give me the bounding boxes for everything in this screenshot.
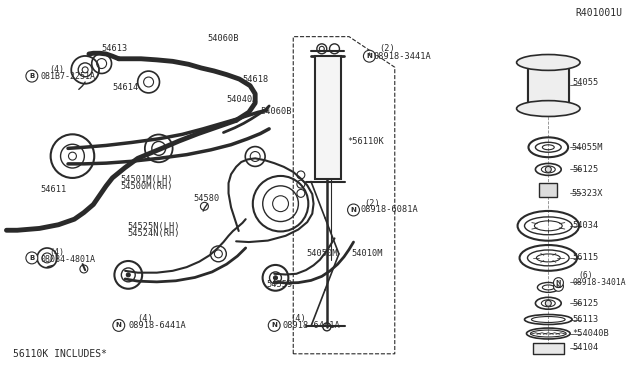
Circle shape [545, 166, 551, 172]
Text: (2): (2) [380, 44, 396, 53]
Text: 08918-3401A: 08918-3401A [572, 278, 626, 287]
Ellipse shape [516, 100, 580, 116]
Text: N: N [351, 207, 356, 213]
Text: 54034: 54034 [572, 221, 598, 230]
Text: 54618: 54618 [243, 74, 269, 84]
Text: 56125: 56125 [572, 299, 598, 308]
Circle shape [273, 276, 278, 280]
Text: 54611: 54611 [41, 185, 67, 194]
Text: *: * [366, 52, 371, 61]
Circle shape [26, 252, 38, 264]
Text: 54501M(LH): 54501M(LH) [121, 175, 173, 184]
Text: 08918-3441A: 08918-3441A [373, 52, 431, 61]
Bar [533, 343, 564, 354]
Circle shape [364, 50, 375, 62]
Text: N: N [116, 323, 122, 328]
Text: (4): (4) [49, 65, 64, 74]
Text: *56110K: *56110K [347, 137, 384, 145]
Text: 08918-6441A: 08918-6441A [282, 321, 340, 330]
Text: 08918-6441A: 08918-6441A [128, 321, 186, 330]
Circle shape [82, 67, 88, 73]
Text: 54050M: 54050M [306, 248, 337, 258]
Text: 54525N(LH): 54525N(LH) [127, 222, 179, 231]
Text: 54524N(RH): 54524N(RH) [127, 230, 179, 238]
Circle shape [348, 204, 360, 216]
Text: 54055M: 54055M [571, 143, 603, 152]
Text: N: N [556, 280, 561, 285]
Text: B: B [29, 255, 35, 261]
Text: 54104: 54104 [572, 343, 598, 352]
Text: 54500M(RH): 54500M(RH) [121, 182, 173, 190]
Circle shape [68, 152, 76, 160]
Text: 56113: 56113 [572, 315, 598, 324]
Text: *54040B: *54040B [572, 329, 609, 338]
Circle shape [126, 273, 131, 277]
Text: 54559: 54559 [267, 280, 293, 289]
Text: 56125: 56125 [572, 165, 598, 174]
Circle shape [268, 320, 280, 331]
Text: 56110K INCLUDES*: 56110K INCLUDES* [13, 349, 107, 359]
Circle shape [554, 278, 563, 288]
Text: (4): (4) [137, 314, 153, 323]
Text: 56115: 56115 [572, 253, 598, 262]
Text: 081B7-2251A: 081B7-2251A [41, 71, 96, 81]
Text: 54580: 54580 [193, 195, 220, 203]
Circle shape [26, 70, 38, 82]
Bar [528, 61, 568, 109]
Text: (4): (4) [49, 248, 64, 257]
Text: 54614: 54614 [113, 83, 139, 92]
Text: 54055: 54055 [572, 77, 598, 87]
Text: N: N [271, 323, 277, 328]
Text: 54613: 54613 [102, 44, 128, 53]
Text: N: N [556, 284, 561, 289]
Bar [316, 56, 341, 179]
Text: N: N [367, 53, 372, 59]
Text: 080B4-4801A: 080B4-4801A [41, 255, 96, 264]
Text: B: B [29, 73, 35, 79]
Circle shape [554, 281, 563, 291]
Text: (4): (4) [290, 314, 306, 323]
Text: 08918-6081A: 08918-6081A [360, 205, 419, 215]
Circle shape [113, 320, 125, 331]
Text: 54060B: 54060B [260, 107, 292, 116]
Bar [540, 183, 557, 197]
Text: 54040A: 54040A [227, 95, 258, 104]
Text: 54060B: 54060B [207, 34, 239, 43]
Ellipse shape [516, 55, 580, 70]
Text: (6): (6) [579, 271, 593, 280]
Circle shape [545, 300, 551, 306]
Text: 55323X: 55323X [571, 189, 603, 198]
Text: (2): (2) [364, 199, 380, 208]
Text: 54010M: 54010M [351, 248, 383, 258]
Text: R401001U: R401001U [575, 9, 622, 18]
